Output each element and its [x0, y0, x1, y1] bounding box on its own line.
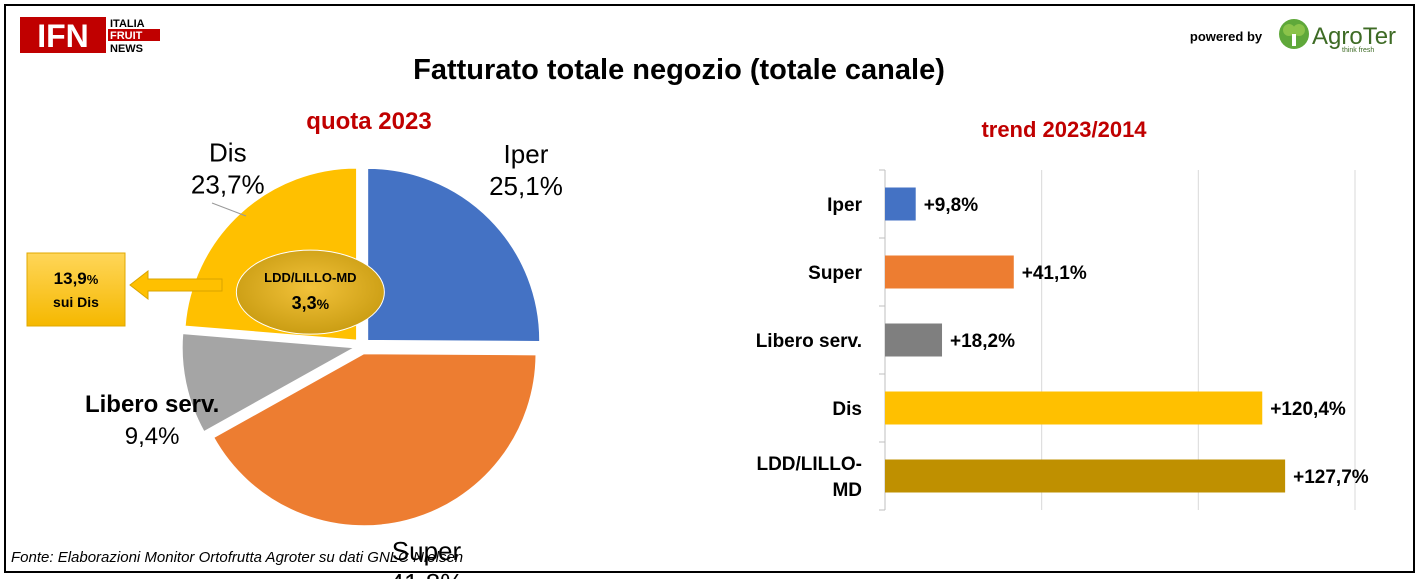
pie-inner-ldd [235, 249, 385, 335]
pie-label-name: Libero serv. [85, 391, 219, 418]
bar-category-label: MD [832, 480, 862, 501]
agroter-logo: AgroTer think fresh [1279, 19, 1396, 54]
powered-by-label: powered by [1190, 29, 1263, 44]
pie-inner-ldd-value: 3,3% [292, 293, 330, 313]
ifn-logo-sub-1: ITALIA [110, 18, 145, 30]
ifn-logo-text: IFN [37, 18, 89, 54]
pie-inner-ldd-name: LDD/LILLO-MD [264, 270, 356, 285]
callout-label: sui Dis [53, 294, 99, 310]
callout-box [26, 252, 126, 327]
pie-label-value: 25,1% [489, 171, 563, 201]
bar-value-label: +127,7% [1293, 467, 1369, 488]
pie-label-name: Dis [209, 138, 247, 168]
source-note: Fonte: Elaborazioni Monitor Ortofrutta A… [11, 549, 464, 566]
bar-iper [885, 187, 916, 221]
pie-label-value: 41,8% [390, 568, 464, 579]
bar-ldd-lillo-md [885, 459, 1286, 493]
pie-label-value: 23,7% [191, 170, 265, 200]
ifn-logo-sub-2: FRUIT [110, 30, 143, 42]
bar-category-label: Dis [832, 399, 862, 420]
pie-slice-iper [367, 167, 541, 342]
bar-category-label: LDD/LILLO- [756, 454, 862, 475]
bar-category-label: Libero serv. [756, 331, 862, 352]
ifn-logo: IFN ITALIA FRUIT NEWS [20, 17, 160, 55]
agroter-tagline: think fresh [1342, 47, 1374, 54]
pie-slice-libero [181, 333, 356, 433]
dis-share-callout: 13,9% sui Dis [26, 252, 223, 327]
pie-slice-super [213, 353, 537, 527]
pie-leader-line [211, 202, 247, 217]
bar-title: trend 2023/2014 [981, 117, 1147, 142]
bar-libero-serv [885, 323, 943, 357]
main-title: Fatturato totale negozio (totale canale) [413, 54, 945, 86]
bar-value-label: +18,2% [950, 331, 1015, 352]
bar-value-label: +9,8% [924, 195, 979, 216]
bar-value-label: +41,1% [1022, 263, 1087, 284]
pie-label-value: 9,4% [125, 423, 180, 450]
bar-super [885, 255, 1014, 289]
ifn-logo-band [108, 29, 160, 41]
pie-label-name: Iper [504, 139, 549, 169]
ifn-logo-sub-3: NEWS [110, 43, 143, 55]
pie-title: quota 2023 [306, 108, 431, 135]
ifn-logo-background [20, 17, 106, 53]
bar-chart: +9,8% Iper +41,1% Super +18,2% Libero serv. +1… [756, 169, 1369, 511]
callout-value: 13,9% [54, 269, 99, 288]
pie-label-name: Super [392, 536, 462, 566]
bar-category-label: Super [808, 263, 862, 284]
bar-category-label: Iper [827, 195, 862, 216]
bar-dis [885, 391, 1263, 425]
callout-arrow [129, 269, 223, 301]
bar-value-label: +120,4% [1270, 399, 1346, 420]
agroter-logo-text: AgroTer [1312, 23, 1396, 50]
